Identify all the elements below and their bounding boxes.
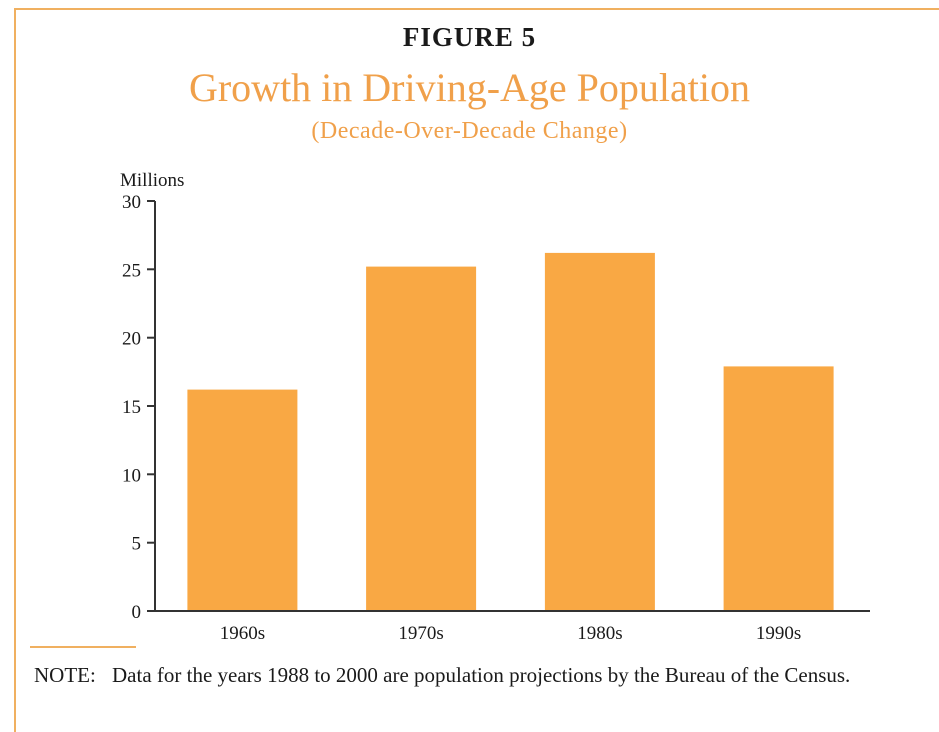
figure-title: Growth in Driving-Age Population — [188, 65, 751, 110]
frame-top-rule — [14, 8, 939, 10]
x-tick-label-1990s: 1990s — [756, 623, 801, 644]
y-tick-label-5: 5 — [132, 534, 142, 555]
note-block: NOTE: Data for the years 1988 to 2000 ar… — [34, 662, 924, 689]
y-tick-label-0: 0 — [132, 602, 142, 623]
y-tick-label-25: 25 — [122, 260, 141, 281]
bar-1990s — [723, 366, 834, 611]
axes-group: 1960s 1970s 1980s 1990s 0 5 10 15 20 25 30 — [122, 192, 870, 644]
y-tick-label-20: 20 — [122, 329, 141, 350]
bar-1960s — [187, 389, 298, 611]
x-tick-label-1980s: 1980s — [577, 623, 622, 644]
frame-left-rule — [14, 8, 16, 732]
note-text: Data for the years 1988 to 2000 are popu… — [112, 663, 851, 687]
bars-group — [187, 252, 834, 611]
figure-subtitle: (Decade-Over-Decade Change) — [311, 118, 628, 144]
x-tick-label-1970s: 1970s — [398, 623, 443, 644]
figure-number: FIGURE 5 — [402, 22, 537, 52]
note-label: NOTE: — [34, 663, 96, 687]
bar-1980s — [544, 252, 655, 611]
y-tick-label-30: 30 — [122, 192, 141, 213]
note-divider — [30, 646, 136, 648]
bar-chart: Millions 1960s 1970s 1980s 1990s 0 5 10 15 20 25 3… — [120, 170, 870, 644]
y-tick-label-15: 15 — [122, 397, 141, 418]
x-tick-label-1960s: 1960s — [220, 623, 265, 644]
bar-1970s — [366, 266, 477, 611]
y-axis-label: Millions — [120, 170, 184, 191]
y-tick-label-10: 10 — [122, 465, 141, 486]
